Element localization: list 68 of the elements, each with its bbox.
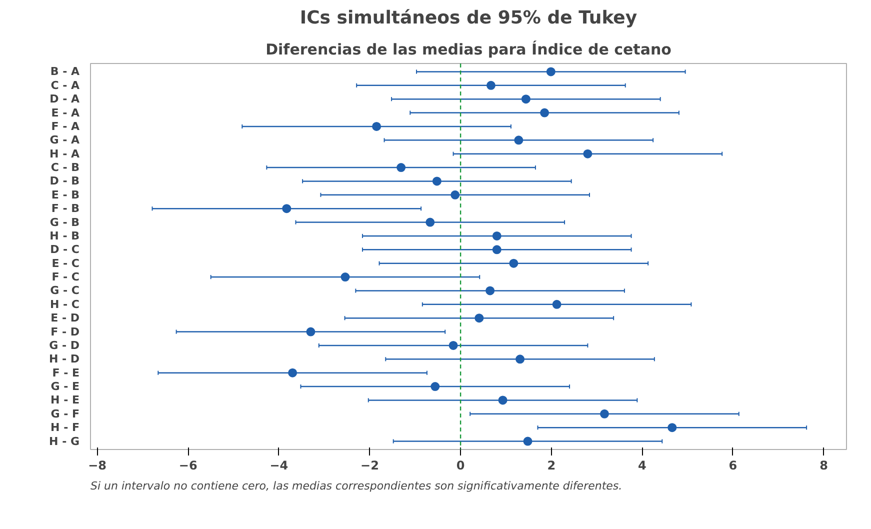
point [600, 409, 609, 418]
point [516, 354, 525, 364]
point [509, 258, 518, 268]
point [583, 149, 592, 158]
y-tick-label: G - D [49, 338, 80, 352]
point [492, 245, 502, 254]
point [372, 122, 382, 131]
x-tick-label: 2 [547, 458, 556, 472]
point [448, 340, 458, 350]
point [396, 163, 406, 172]
y-tick-label: H - C [50, 298, 80, 311]
point [474, 314, 484, 323]
point [498, 396, 508, 405]
point [523, 436, 532, 446]
y-tick-label: E - B [51, 188, 80, 202]
y-tick-label: G - C [50, 284, 80, 298]
y-tick-label: D - B [50, 174, 80, 188]
y-tick-label: E - A [51, 106, 80, 120]
y-tick-label: G - B [50, 216, 80, 229]
y-tick-label: F - C [52, 270, 80, 284]
y-tick-label: G - A [50, 134, 80, 147]
y-tick-label: H - A [50, 147, 80, 160]
point [426, 218, 435, 227]
point [540, 108, 550, 118]
y-tick-label: G - F [50, 407, 80, 420]
point [432, 176, 442, 186]
y-tick-label: B - A [50, 65, 80, 78]
y-tick-label: C - B [50, 161, 80, 174]
y-tick-label: D - A [50, 92, 80, 106]
y-tick-label: F - E [52, 366, 80, 380]
x-tick-label: 8 [820, 458, 828, 472]
text: Si un intervalo no contiene cero, las medias correspondientes son significativamente diferentes. [90, 480, 622, 492]
chart-subtitle: Diferencias de las medias para Índice de cetano [266, 40, 672, 58]
y-tick-label: E - D [50, 312, 80, 325]
point [340, 272, 350, 282]
y-tick-label: D - C [50, 243, 80, 256]
point [552, 300, 562, 309]
point [492, 231, 502, 240]
x-tick-label: −8 [88, 458, 107, 472]
point [668, 423, 677, 432]
y-tick-label: H - D [48, 352, 80, 366]
x-tick-label: −6 [178, 458, 198, 472]
point [521, 94, 530, 104]
y-tick-label: G - E [50, 380, 80, 394]
y-tick-label: H - F [50, 421, 80, 434]
point [282, 204, 292, 214]
y-tick-label: C - A [50, 78, 80, 92]
point [486, 80, 496, 90]
point [430, 382, 440, 392]
y-tick-label: H - B [50, 229, 80, 242]
y-tick-label: F - A [51, 120, 80, 133]
point [514, 136, 524, 145]
y-tick-label: H - E [50, 394, 80, 407]
x-tick-label: −2 [360, 458, 379, 472]
point [486, 286, 495, 296]
point [306, 327, 316, 336]
point [450, 190, 460, 200]
y-tick-label: F - D [50, 325, 80, 338]
y-tick-label: H - G [49, 434, 80, 448]
y-tick-label: F - B [51, 202, 80, 216]
x-tick-label: 0 [456, 458, 465, 472]
point [546, 67, 556, 76]
y-tick-label: E - C [52, 256, 80, 270]
chart-title: ICs simultáneos de 95% de Tukey [300, 8, 638, 28]
x-tick-label: 4 [638, 458, 646, 472]
point [288, 368, 298, 378]
x-tick-label: 6 [728, 458, 738, 472]
x-tick-label: −4 [270, 458, 288, 472]
